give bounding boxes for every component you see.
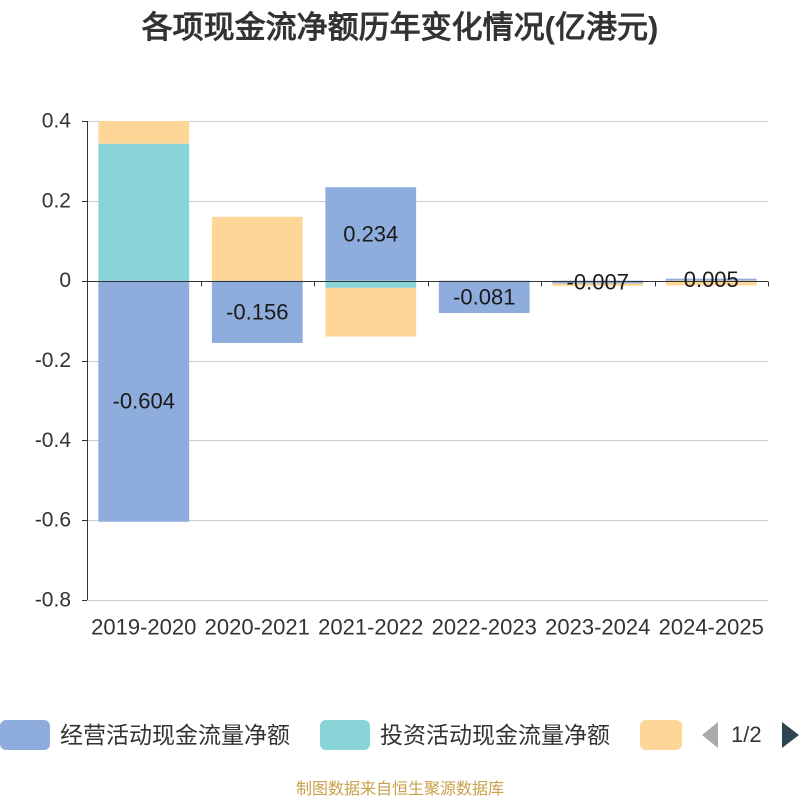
y-tick-label: -0.6: [35, 509, 71, 532]
legend-page-indicator: 1/2: [731, 722, 762, 747]
bar-s1-2019-2020: [98, 280, 190, 522]
bar-s2-2019-2020: [98, 143, 190, 281]
y-tick-label: 0.2: [42, 189, 71, 212]
y-tick-label: -0.8: [35, 589, 71, 612]
legend-item-investing[interactable]: 投资活动现金流量净额: [320, 720, 620, 750]
y-tick-label: 0.4: [42, 110, 72, 133]
axes: 0.4 0.2 0 -0.2 -0.4 -0.6 -0.8 2019-2020 2020-202…: [35, 110, 769, 640]
chart-title: 各项现金流净额历年变化情况(亿港元): [141, 10, 659, 45]
legend-label-operating: 经营活动现金流量净额: [60, 722, 290, 748]
bar-chart: 0.4 0.2 0 -0.2 -0.4 -0.6 -0.8 2019-2020 2020-202…: [35, 110, 769, 640]
bar-s1-2022-2023: [438, 280, 530, 313]
bar-s1-2021-2022: [325, 187, 417, 281]
data-label: -0.007: [567, 270, 629, 295]
bar-s1-2024-2025: [665, 278, 757, 281]
data-label: -0.604: [113, 389, 175, 414]
x-tick-label: 2021-2022: [318, 615, 423, 640]
bar-s1-2020-2021: [211, 280, 303, 343]
triangle-left-icon[interactable]: [702, 722, 718, 748]
legend-label-investing: 投资活动现金流量净额: [380, 722, 610, 748]
y-tick-label: -0.4: [35, 429, 72, 452]
legend-swatch-operating: [0, 720, 50, 750]
x-tick-label: 2024-2025: [659, 615, 764, 640]
bar-s1-2023-2024: [552, 280, 644, 284]
legend-item-third-series[interactable]: [640, 720, 682, 750]
bar-s3-2020-2021: [211, 216, 303, 281]
y-tick-label: -0.2: [35, 349, 71, 372]
x-tick-label: 2022-2023: [432, 615, 537, 640]
bar-s3-2024-2025: [665, 280, 757, 286]
data-label: 0.234: [343, 221, 398, 246]
legend-swatch-investing: [320, 720, 370, 750]
data-label: 0.005: [684, 267, 739, 292]
legend: 经营活动现金流量净额 投资活动现金流量净额: [0, 720, 800, 750]
bars: [98, 121, 757, 522]
bar-s3-2019-2020: [98, 121, 190, 144]
x-tick-label: 2020-2021: [205, 615, 310, 640]
x-tick-label: 2019-2020: [91, 615, 196, 640]
data-labels: -0.604 -0.156 0.234 -0.081 -0.007 0.005: [113, 221, 739, 413]
legend-swatch-third-series: [640, 720, 682, 750]
legend-item-operating[interactable]: 经营活动现金流量净额: [0, 720, 300, 750]
bar-s2-2021-2022: [325, 280, 417, 288]
triangle-right-icon[interactable]: [782, 722, 799, 748]
y-tick-label: 0: [59, 269, 71, 292]
data-label: -0.081: [453, 284, 515, 309]
bar-s3-2021-2022: [325, 287, 417, 337]
x-tick-label: 2023-2024: [545, 615, 650, 640]
bar-s3-2023-2024: [552, 283, 644, 286]
data-source-footer: 制图数据来自恒生聚源数据库: [295, 781, 504, 798]
data-label: -0.156: [226, 299, 288, 324]
